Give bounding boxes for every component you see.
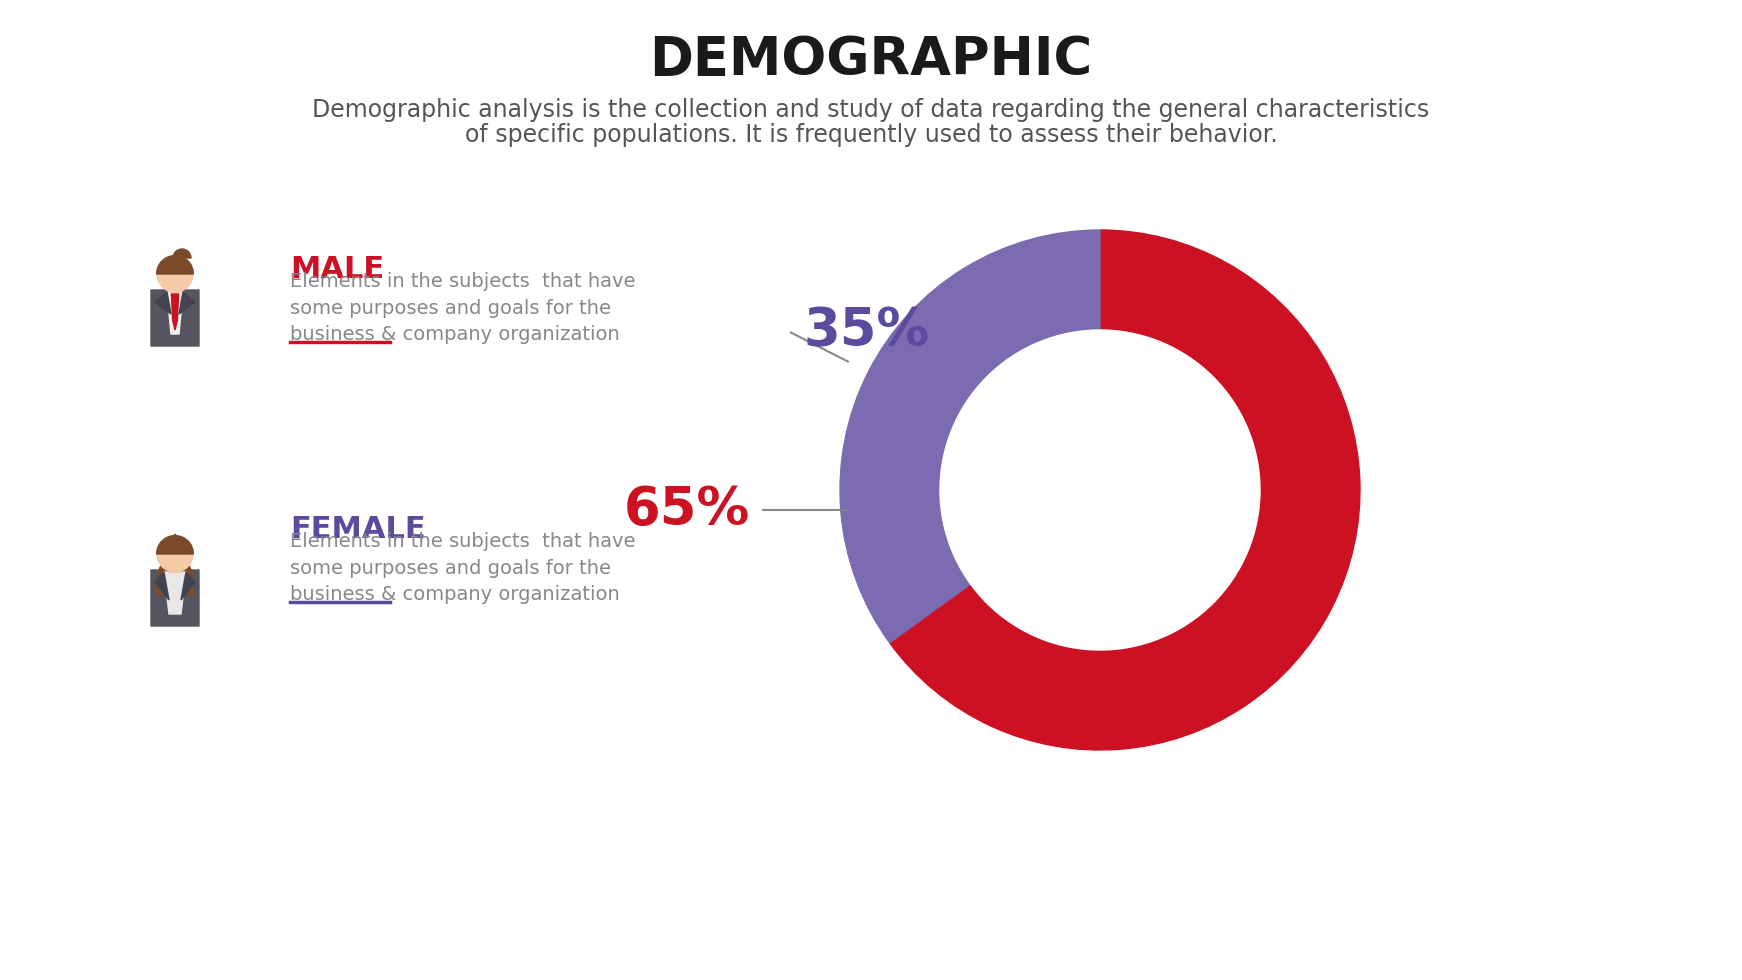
Polygon shape [171, 294, 179, 330]
Polygon shape [179, 292, 195, 314]
Wedge shape [157, 536, 193, 554]
Text: DEMOGRAPHIC: DEMOGRAPHIC [650, 34, 1092, 86]
Polygon shape [155, 572, 169, 600]
Text: MALE: MALE [289, 256, 385, 284]
Polygon shape [155, 292, 171, 314]
Wedge shape [172, 249, 192, 258]
Text: 65%: 65% [624, 484, 751, 536]
Text: Elements in the subjects
that have some purposes
and target goals: Elements in the subjects that have some … [986, 471, 1214, 539]
Text: FEMALE: FEMALE [289, 515, 425, 545]
Text: INCOME: INCOME [1038, 446, 1162, 474]
Text: 35%: 35% [803, 305, 930, 357]
FancyBboxPatch shape [152, 570, 199, 626]
Text: Demographic analysis is the collection and study of data regarding the general c: Demographic analysis is the collection a… [312, 98, 1430, 122]
Text: of specific populations. It is frequently used to assess their behavior.: of specific populations. It is frequentl… [465, 123, 1277, 147]
Wedge shape [157, 256, 193, 274]
Polygon shape [167, 292, 183, 334]
Circle shape [941, 330, 1259, 650]
Circle shape [157, 536, 193, 572]
Polygon shape [157, 534, 193, 594]
Bar [171, 283, 179, 292]
Text: Elements in the subjects  that have
some purposes and goals for the
business & c: Elements in the subjects that have some … [289, 532, 636, 604]
FancyBboxPatch shape [152, 290, 199, 346]
Wedge shape [840, 230, 1099, 643]
Circle shape [157, 256, 193, 292]
Polygon shape [181, 572, 195, 600]
Bar [171, 563, 179, 572]
Text: Elements in the subjects  that have
some purposes and goals for the
business & c: Elements in the subjects that have some … [289, 272, 636, 344]
Wedge shape [890, 230, 1361, 750]
Polygon shape [164, 572, 186, 614]
